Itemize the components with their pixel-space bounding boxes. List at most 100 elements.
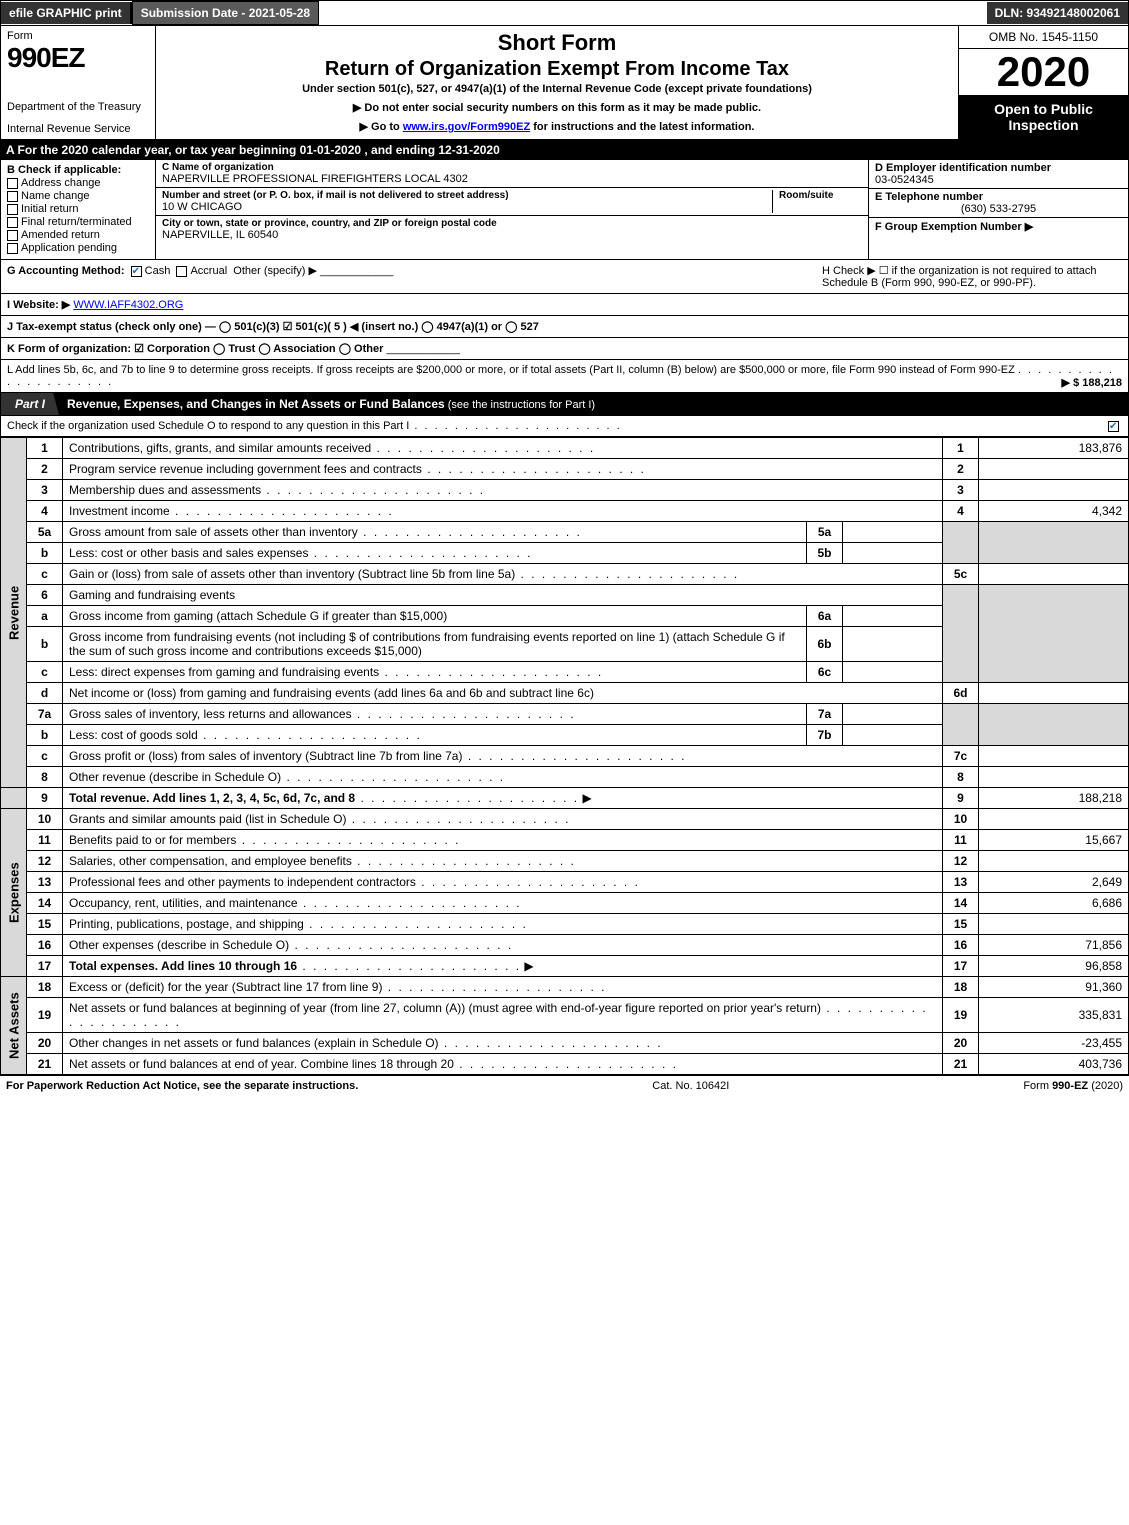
line-8-val (979, 767, 1129, 788)
line-10-val (979, 809, 1129, 830)
line-21-desc: Net assets or fund balances at end of ye… (69, 1057, 454, 1071)
line-18-desc: Excess or (deficit) for the year (Subtra… (69, 980, 382, 994)
line-9-val: 188,218 (979, 788, 1129, 809)
line-6c-desc: Less: direct expenses from gaming and fu… (69, 665, 379, 679)
c-street-label: Number and street (or P. O. box, if mail… (162, 190, 772, 201)
page-footer: For Paperwork Reduction Act Notice, see … (0, 1075, 1129, 1096)
line-5a-subval (843, 522, 943, 543)
chk-name-change[interactable]: Name change (7, 190, 149, 202)
header-left: Form 990EZ Department of the Treasury In… (1, 26, 156, 139)
line-11-desc: Benefits paid to or for members (69, 833, 236, 847)
row-k-orgtype: K Form of organization: ☑ Corporation ◯ … (0, 338, 1129, 360)
line-4-desc: Investment income (69, 504, 170, 518)
goto-pre: ▶ Go to (360, 121, 403, 133)
line-17-val: 96,858 (979, 956, 1129, 977)
chk-accrual[interactable] (176, 266, 187, 277)
open-public: Open to Public Inspection (959, 95, 1128, 139)
irs-link[interactable]: www.irs.gov/Form990EZ (403, 121, 530, 133)
line-12-val (979, 851, 1129, 872)
line-20-desc: Other changes in net assets or fund bala… (69, 1036, 439, 1050)
top-bar: efile GRAPHIC print Submission Date - 20… (0, 0, 1129, 26)
rnum-1: 1 (943, 438, 979, 459)
line-3-val (979, 480, 1129, 501)
col-b-checkboxes: B Check if applicable: Address change Na… (1, 160, 156, 259)
line-7a-desc: Gross sales of inventory, less returns a… (69, 707, 352, 721)
netassets-tab: Net Assets (1, 977, 27, 1075)
line-6d-desc: Net income or (loss) from gaming and fun… (69, 686, 594, 700)
e-label: E Telephone number (875, 191, 1122, 203)
header-center: Short Form Return of Organization Exempt… (156, 26, 958, 139)
line-21-val: 403,736 (979, 1054, 1129, 1075)
org-street: 10 W CHICAGO (162, 201, 772, 213)
line-16-desc: Other expenses (describe in Schedule O) (69, 938, 289, 952)
chk-initial-return[interactable]: Initial return (7, 203, 149, 215)
c-name-label: C Name of organization (162, 162, 862, 173)
col-de: D Employer identification number 03-0524… (868, 160, 1128, 259)
tax-year: 2020 (959, 49, 1128, 95)
website-link[interactable]: WWW.IAFF4302.ORG (73, 299, 183, 311)
lineno-1: 1 (27, 438, 63, 459)
instruction-ssn: ▶ Do not enter social security numbers o… (166, 101, 948, 114)
irs-label: Internal Revenue Service (7, 123, 149, 135)
line-2-desc: Program service revenue including govern… (69, 462, 422, 476)
part-i-header: Part I Revenue, Expenses, and Changes in… (0, 393, 1129, 416)
line-1-desc: Contributions, gifts, grants, and simila… (69, 441, 371, 455)
chk-final-return[interactable]: Final return/terminated (7, 216, 149, 228)
ein: 03-0524345 (875, 174, 1122, 186)
line-15-desc: Printing, publications, postage, and shi… (69, 917, 304, 931)
short-form-title: Short Form (166, 30, 948, 56)
line-5c-val (979, 564, 1129, 585)
line-11-val: 15,667 (979, 830, 1129, 851)
col-c-org: C Name of organization NAPERVILLE PROFES… (156, 160, 868, 259)
part-i-table: Revenue 1 Contributions, gifts, grants, … (0, 437, 1129, 1075)
row-i-website: I Website: ▶ WWW.IAFF4302.ORG (0, 294, 1129, 316)
part-i-sub: (see the instructions for Part I) (445, 399, 595, 411)
line-7b-desc: Less: cost of goods sold (69, 728, 198, 742)
line-19-val: 335,831 (979, 998, 1129, 1033)
c-city-label: City or town, state or province, country… (162, 218, 862, 229)
omb-number: OMB No. 1545-1150 (959, 26, 1128, 49)
chk-amended-return[interactable]: Amended return (7, 229, 149, 241)
footer-left: For Paperwork Reduction Act Notice, see … (6, 1080, 358, 1092)
chk-schedule-o[interactable] (1108, 421, 1119, 432)
line-6b-desc: Gross income from fundraising events (no… (69, 630, 785, 658)
line-10-desc: Grants and similar amounts paid (list in… (69, 812, 346, 826)
f-label: F Group Exemption Number ▶ (875, 220, 1122, 233)
efile-print-button[interactable]: efile GRAPHIC print (1, 2, 132, 24)
line-6b-subval (843, 627, 943, 662)
row-l-gross: L Add lines 5b, 6c, and 7b to line 9 to … (0, 360, 1129, 393)
line-1-val: 183,876 (979, 438, 1129, 459)
row-gh: G Accounting Method: Cash Accrual Other … (0, 260, 1129, 294)
line-15-val (979, 914, 1129, 935)
line-5b-subval (843, 543, 943, 564)
line-13-val: 2,649 (979, 872, 1129, 893)
footer-right: Form 990-EZ (2020) (1023, 1080, 1123, 1092)
footer-center: Cat. No. 10642I (652, 1080, 729, 1092)
telephone: (630) 533-2795 (875, 203, 1122, 215)
dln: DLN: 93492148002061 (987, 2, 1128, 24)
line-16-val: 71,856 (979, 935, 1129, 956)
line-8-desc: Other revenue (describe in Schedule O) (69, 770, 281, 784)
line-5c-desc: Gain or (loss) from sale of assets other… (69, 567, 515, 581)
form-number: 990EZ (7, 42, 149, 74)
org-city: NAPERVILLE, IL 60540 (162, 229, 862, 241)
chk-address-change[interactable]: Address change (7, 177, 149, 189)
d-label: D Employer identification number (875, 162, 1122, 174)
expenses-tab: Expenses (1, 809, 27, 977)
header-right: OMB No. 1545-1150 2020 Open to Public In… (958, 26, 1128, 139)
goto-post: for instructions and the latest informat… (530, 121, 754, 133)
line-6a-subval (843, 606, 943, 627)
return-title: Return of Organization Exempt From Incom… (166, 58, 948, 81)
line-6a-desc: Gross income from gaming (attach Schedul… (69, 609, 447, 623)
part-i-checkline: Check if the organization used Schedule … (0, 416, 1129, 437)
line-7c-val (979, 746, 1129, 767)
line-18-val: 91,360 (979, 977, 1129, 998)
identity-block: B Check if applicable: Address change Na… (0, 160, 1129, 260)
line-6-desc: Gaming and fundraising events (63, 585, 943, 606)
line-7c-desc: Gross profit or (loss) from sales of inv… (69, 749, 462, 763)
line-14-val: 6,686 (979, 893, 1129, 914)
chk-application-pending[interactable]: Application pending (7, 242, 149, 254)
line-12-desc: Salaries, other compensation, and employ… (69, 854, 352, 868)
form-header: Form 990EZ Department of the Treasury In… (0, 26, 1129, 140)
chk-cash[interactable] (131, 266, 142, 277)
